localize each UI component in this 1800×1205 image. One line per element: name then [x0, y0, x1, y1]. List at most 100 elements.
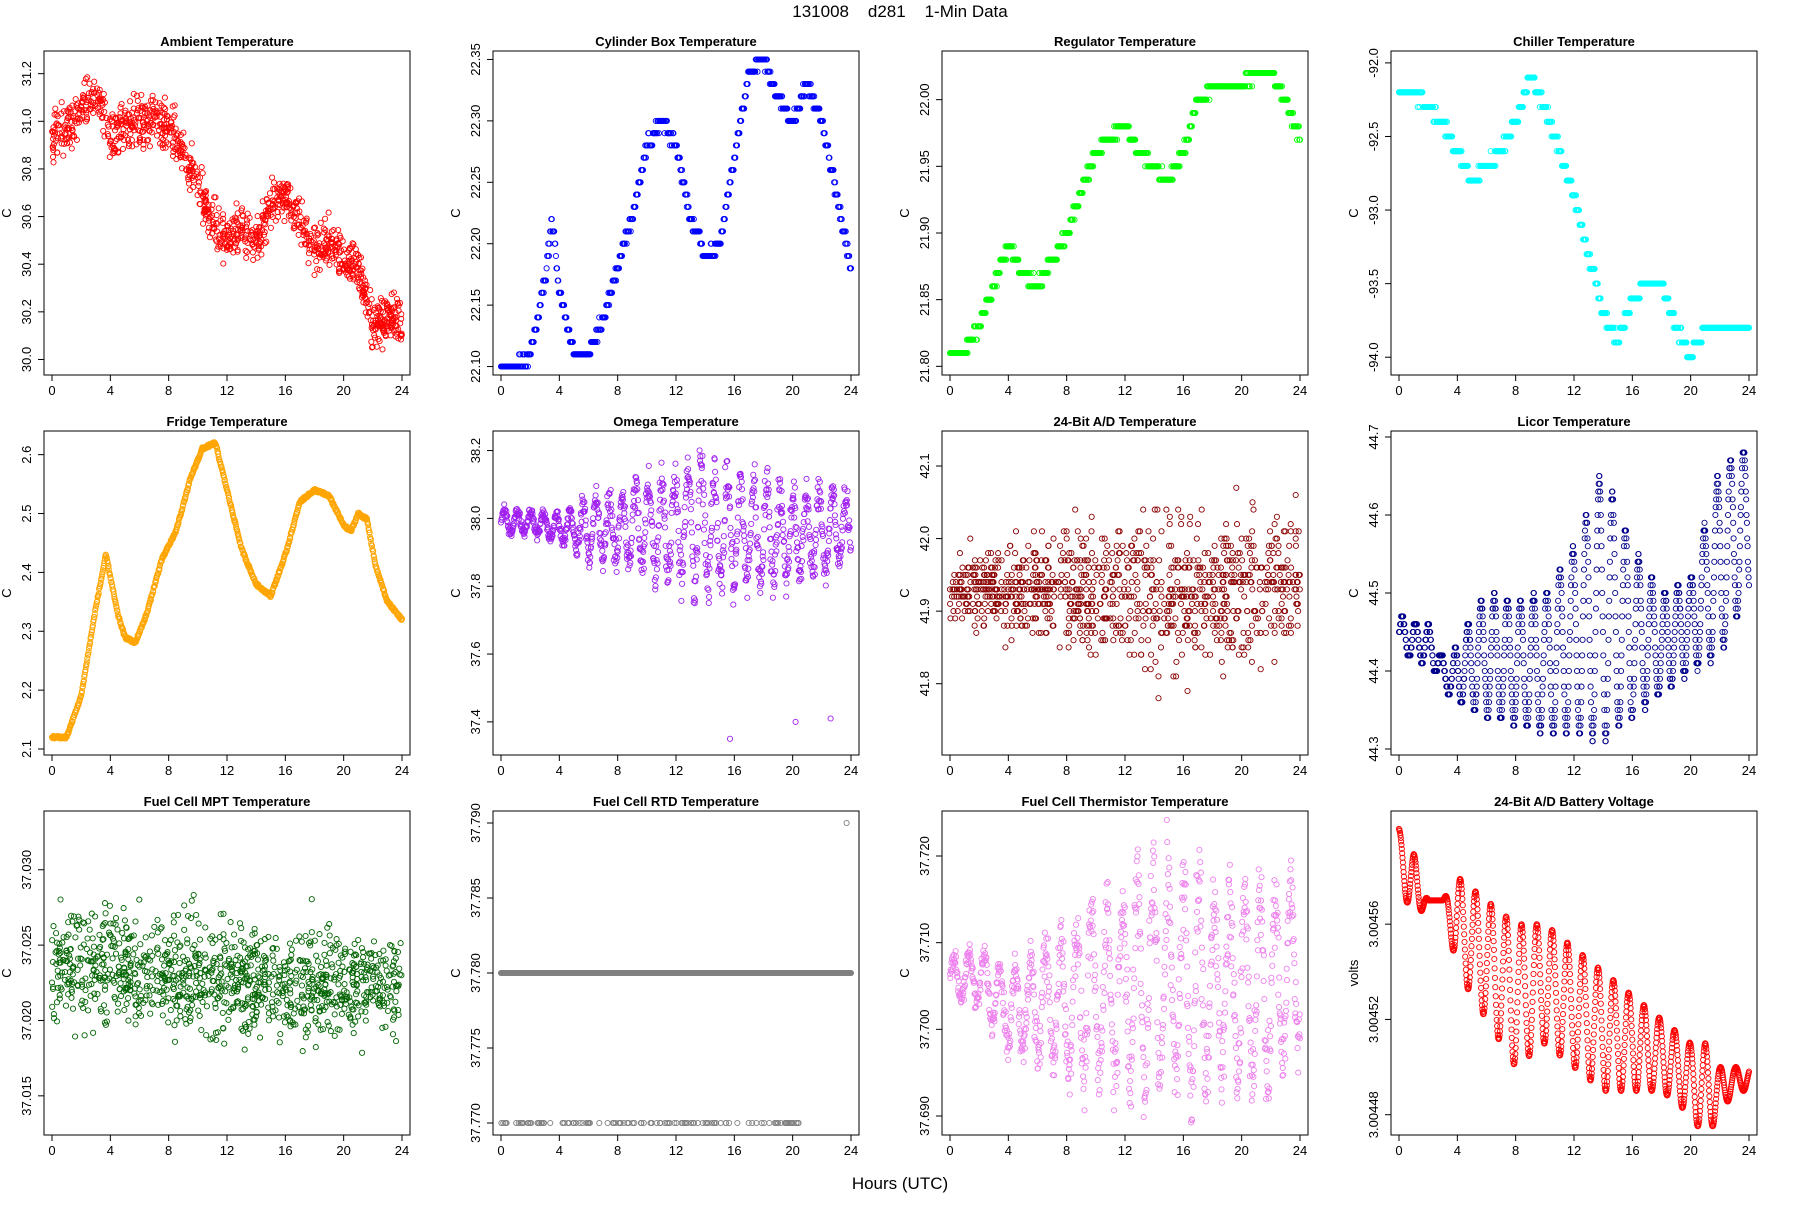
data-point [792, 485, 797, 490]
data-point [793, 531, 798, 536]
x-tick-label: 20 [785, 383, 799, 398]
y-tick-label: -92.0 [1366, 48, 1381, 78]
data-point [727, 736, 732, 741]
y-axis-label: C [448, 588, 463, 597]
data-point [321, 226, 326, 231]
data-point [713, 477, 718, 482]
data-point [105, 122, 110, 127]
data-point [655, 561, 660, 566]
plot-frame [942, 51, 1308, 375]
data-point [59, 100, 64, 105]
data-point [813, 537, 818, 542]
plot-frame [942, 431, 1308, 755]
x-tick-label: 20 [785, 763, 799, 778]
data-point [700, 502, 705, 507]
data-point [271, 180, 276, 185]
data-point [840, 528, 845, 533]
data-point [298, 215, 303, 220]
x-tick-label: 16 [1625, 383, 1639, 398]
y-axis-label: C [897, 208, 912, 217]
data-point [667, 548, 672, 553]
data-point [306, 261, 311, 266]
x-tick-label: 16 [278, 383, 292, 398]
x-tick-label: 24 [1742, 383, 1756, 398]
data-point [689, 530, 694, 535]
y-tick-label: 37.8 [468, 574, 483, 599]
data-point [55, 114, 60, 119]
data-point [329, 229, 334, 234]
data-point [728, 533, 733, 538]
data-point [767, 525, 772, 530]
x-tick-label: 4 [1005, 763, 1012, 778]
data-point [827, 518, 832, 523]
x-tick-label: 4 [556, 763, 563, 778]
data-point [784, 581, 789, 586]
y-tick-label: 2.2 [19, 681, 34, 699]
data-point [535, 538, 540, 543]
data-point [187, 187, 192, 192]
data-point [748, 541, 753, 546]
x-tick-label: 20 [336, 383, 350, 398]
x-tick-label: 0 [48, 763, 55, 778]
x-tick-label: 16 [727, 383, 741, 398]
data-point [235, 211, 240, 216]
data-point [663, 510, 668, 515]
data-point [723, 465, 728, 470]
y-tick-label: 21.85 [917, 283, 932, 316]
data-point [774, 549, 779, 554]
data-point [670, 499, 675, 504]
data-point [720, 585, 725, 590]
data-point [91, 110, 96, 115]
y-tick-label: 21.95 [917, 150, 932, 183]
x-tick-label: 16 [1176, 383, 1190, 398]
data-point [679, 598, 684, 603]
data-point [668, 552, 673, 557]
data-point [199, 165, 204, 170]
data-point [250, 250, 255, 255]
data-point [702, 520, 707, 525]
plot-frame [493, 51, 859, 375]
data-point [121, 127, 126, 132]
data-point [706, 600, 711, 605]
data-point [669, 510, 674, 515]
data-point [702, 492, 707, 497]
data-point [761, 557, 766, 562]
data-point [629, 535, 634, 540]
data-point [653, 583, 658, 588]
data-point [678, 544, 683, 549]
data-point [823, 583, 828, 588]
data-point [847, 518, 852, 523]
y-tick-label: 31.2 [19, 61, 34, 86]
x-tick-label: 0 [48, 383, 55, 398]
data-point [793, 719, 798, 724]
chart-title: Cylinder Box Temperature [595, 34, 757, 49]
data-point [544, 266, 549, 271]
x-tick-label: 4 [107, 383, 114, 398]
data-point [655, 549, 660, 554]
x-tick-label: 4 [1454, 383, 1461, 398]
data-point [742, 538, 747, 543]
data-point [234, 201, 239, 206]
x-tick-label: 12 [1567, 383, 1581, 398]
data-point [630, 512, 635, 517]
x-tick-label: 24 [1293, 383, 1307, 398]
data-point [697, 448, 702, 453]
data-point [296, 232, 301, 237]
data-point [701, 527, 706, 532]
data-point [630, 518, 635, 523]
data-series [498, 57, 853, 369]
data-point [92, 79, 97, 84]
data-point [251, 257, 256, 262]
data-point [832, 513, 837, 518]
data-point [643, 530, 648, 535]
y-tick-label: 30.6 [19, 204, 34, 229]
y-tick-label: 2.4 [19, 563, 34, 581]
data-point [769, 549, 774, 554]
data-point [643, 521, 648, 526]
data-point [806, 524, 811, 529]
x-tick-label: 0 [946, 763, 953, 778]
data-point [323, 216, 328, 221]
y-tick-label: 22.10 [468, 350, 483, 383]
